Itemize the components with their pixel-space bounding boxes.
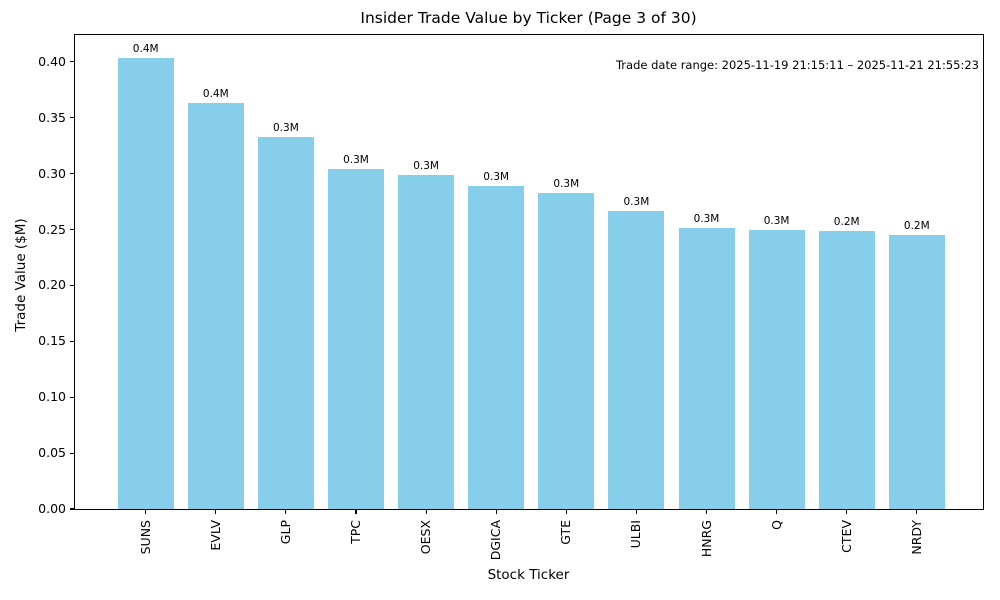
x-axis-label: Stock Ticker: [487, 567, 570, 583]
y-tick-label: 0.40: [38, 53, 66, 69]
x-tick-label: HNRG: [698, 520, 714, 558]
x-tick-mark: [705, 510, 708, 514]
y-tick-mark: [70, 173, 74, 175]
bar: [468, 185, 525, 509]
x-tick-mark: [145, 510, 147, 514]
y-tick-mark: [70, 61, 74, 63]
y-tick-mark: [70, 396, 74, 398]
bar-value-label: 0.3M: [483, 170, 510, 183]
y-tick-mark: [70, 284, 74, 286]
x-tick-mark: [916, 510, 918, 514]
x-tick-mark: [285, 510, 287, 514]
bar: [678, 228, 735, 509]
y-tick-label: 0.30: [38, 165, 66, 181]
x-tick-label: GLP: [277, 520, 293, 545]
y-tick-mark: [70, 340, 74, 342]
x-tick-mark: [635, 510, 637, 514]
bar-value-label: 0.3M: [763, 214, 790, 227]
y-tick-label: 0.25: [38, 221, 66, 237]
y-tick-mark: [70, 452, 74, 454]
x-tick-mark: [776, 510, 778, 514]
y-tick-label: 0.20: [38, 277, 66, 293]
x-tick-mark: [495, 510, 497, 514]
bar: [748, 229, 805, 509]
bar-value-label: 0.2M: [833, 215, 860, 228]
x-tick-label: TPC: [348, 520, 363, 544]
bar-value-label: 0.3M: [693, 213, 720, 226]
y-tick-mark: [70, 508, 74, 510]
x-tick-mark: [425, 510, 427, 514]
date-range-annotation: Trade date range: 2025-11-19 21:15:11 – …: [615, 58, 979, 72]
bar: [117, 58, 174, 509]
x-tick-label: ULBI: [628, 520, 644, 549]
bar-value-label: 0.3M: [273, 121, 299, 134]
bar-value-label: 0.3M: [623, 195, 650, 208]
x-tick-label: EVLV: [207, 520, 223, 551]
bar: [818, 230, 875, 509]
x-tick-label: SUNS: [137, 520, 153, 555]
x-tick-mark: [846, 510, 848, 514]
bar-value-label: 0.3M: [343, 154, 369, 167]
x-tick-mark: [565, 510, 567, 514]
bar: [608, 210, 665, 509]
bar: [257, 136, 314, 509]
bar: [187, 103, 244, 509]
bar: [398, 174, 455, 509]
y-tick-mark: [70, 117, 74, 119]
bar-value-label: 0.4M: [132, 43, 159, 56]
bar: [328, 169, 384, 509]
bar-value-label: 0.2M: [903, 220, 930, 233]
y-tick-label: 0.15: [38, 333, 66, 349]
x-tick-label: CTEV: [838, 520, 854, 553]
y-tick-mark: [70, 228, 74, 231]
bar-value-label: 0.3M: [553, 177, 580, 190]
x-tick-label: DGICA: [488, 520, 504, 561]
y-tick-label: 0.35: [38, 109, 66, 125]
bar-value-label: 0.4M: [202, 88, 229, 101]
x-tick-mark: [215, 510, 217, 514]
x-tick-label: GTE: [558, 520, 574, 545]
y-tick-label: 0.05: [38, 445, 66, 461]
y-axis-label: Trade Value ($M): [13, 218, 29, 332]
x-tick-label: NRDY: [908, 520, 924, 555]
x-tick-mark: [355, 510, 357, 514]
bar: [888, 235, 945, 509]
chart-title: Insider Trade Value by Ticker (Page 3 of…: [360, 9, 697, 27]
y-tick-label: 0.00: [38, 501, 66, 516]
bar-value-label: 0.3M: [413, 159, 439, 172]
bar: [538, 192, 595, 509]
y-tick-label: 0.10: [38, 389, 66, 405]
x-tick-label: OESX: [418, 520, 434, 555]
x-tick-label: Q: [768, 520, 784, 530]
plot-area: Trade date range: 2025-11-19 21:15:11 – …: [74, 34, 984, 510]
